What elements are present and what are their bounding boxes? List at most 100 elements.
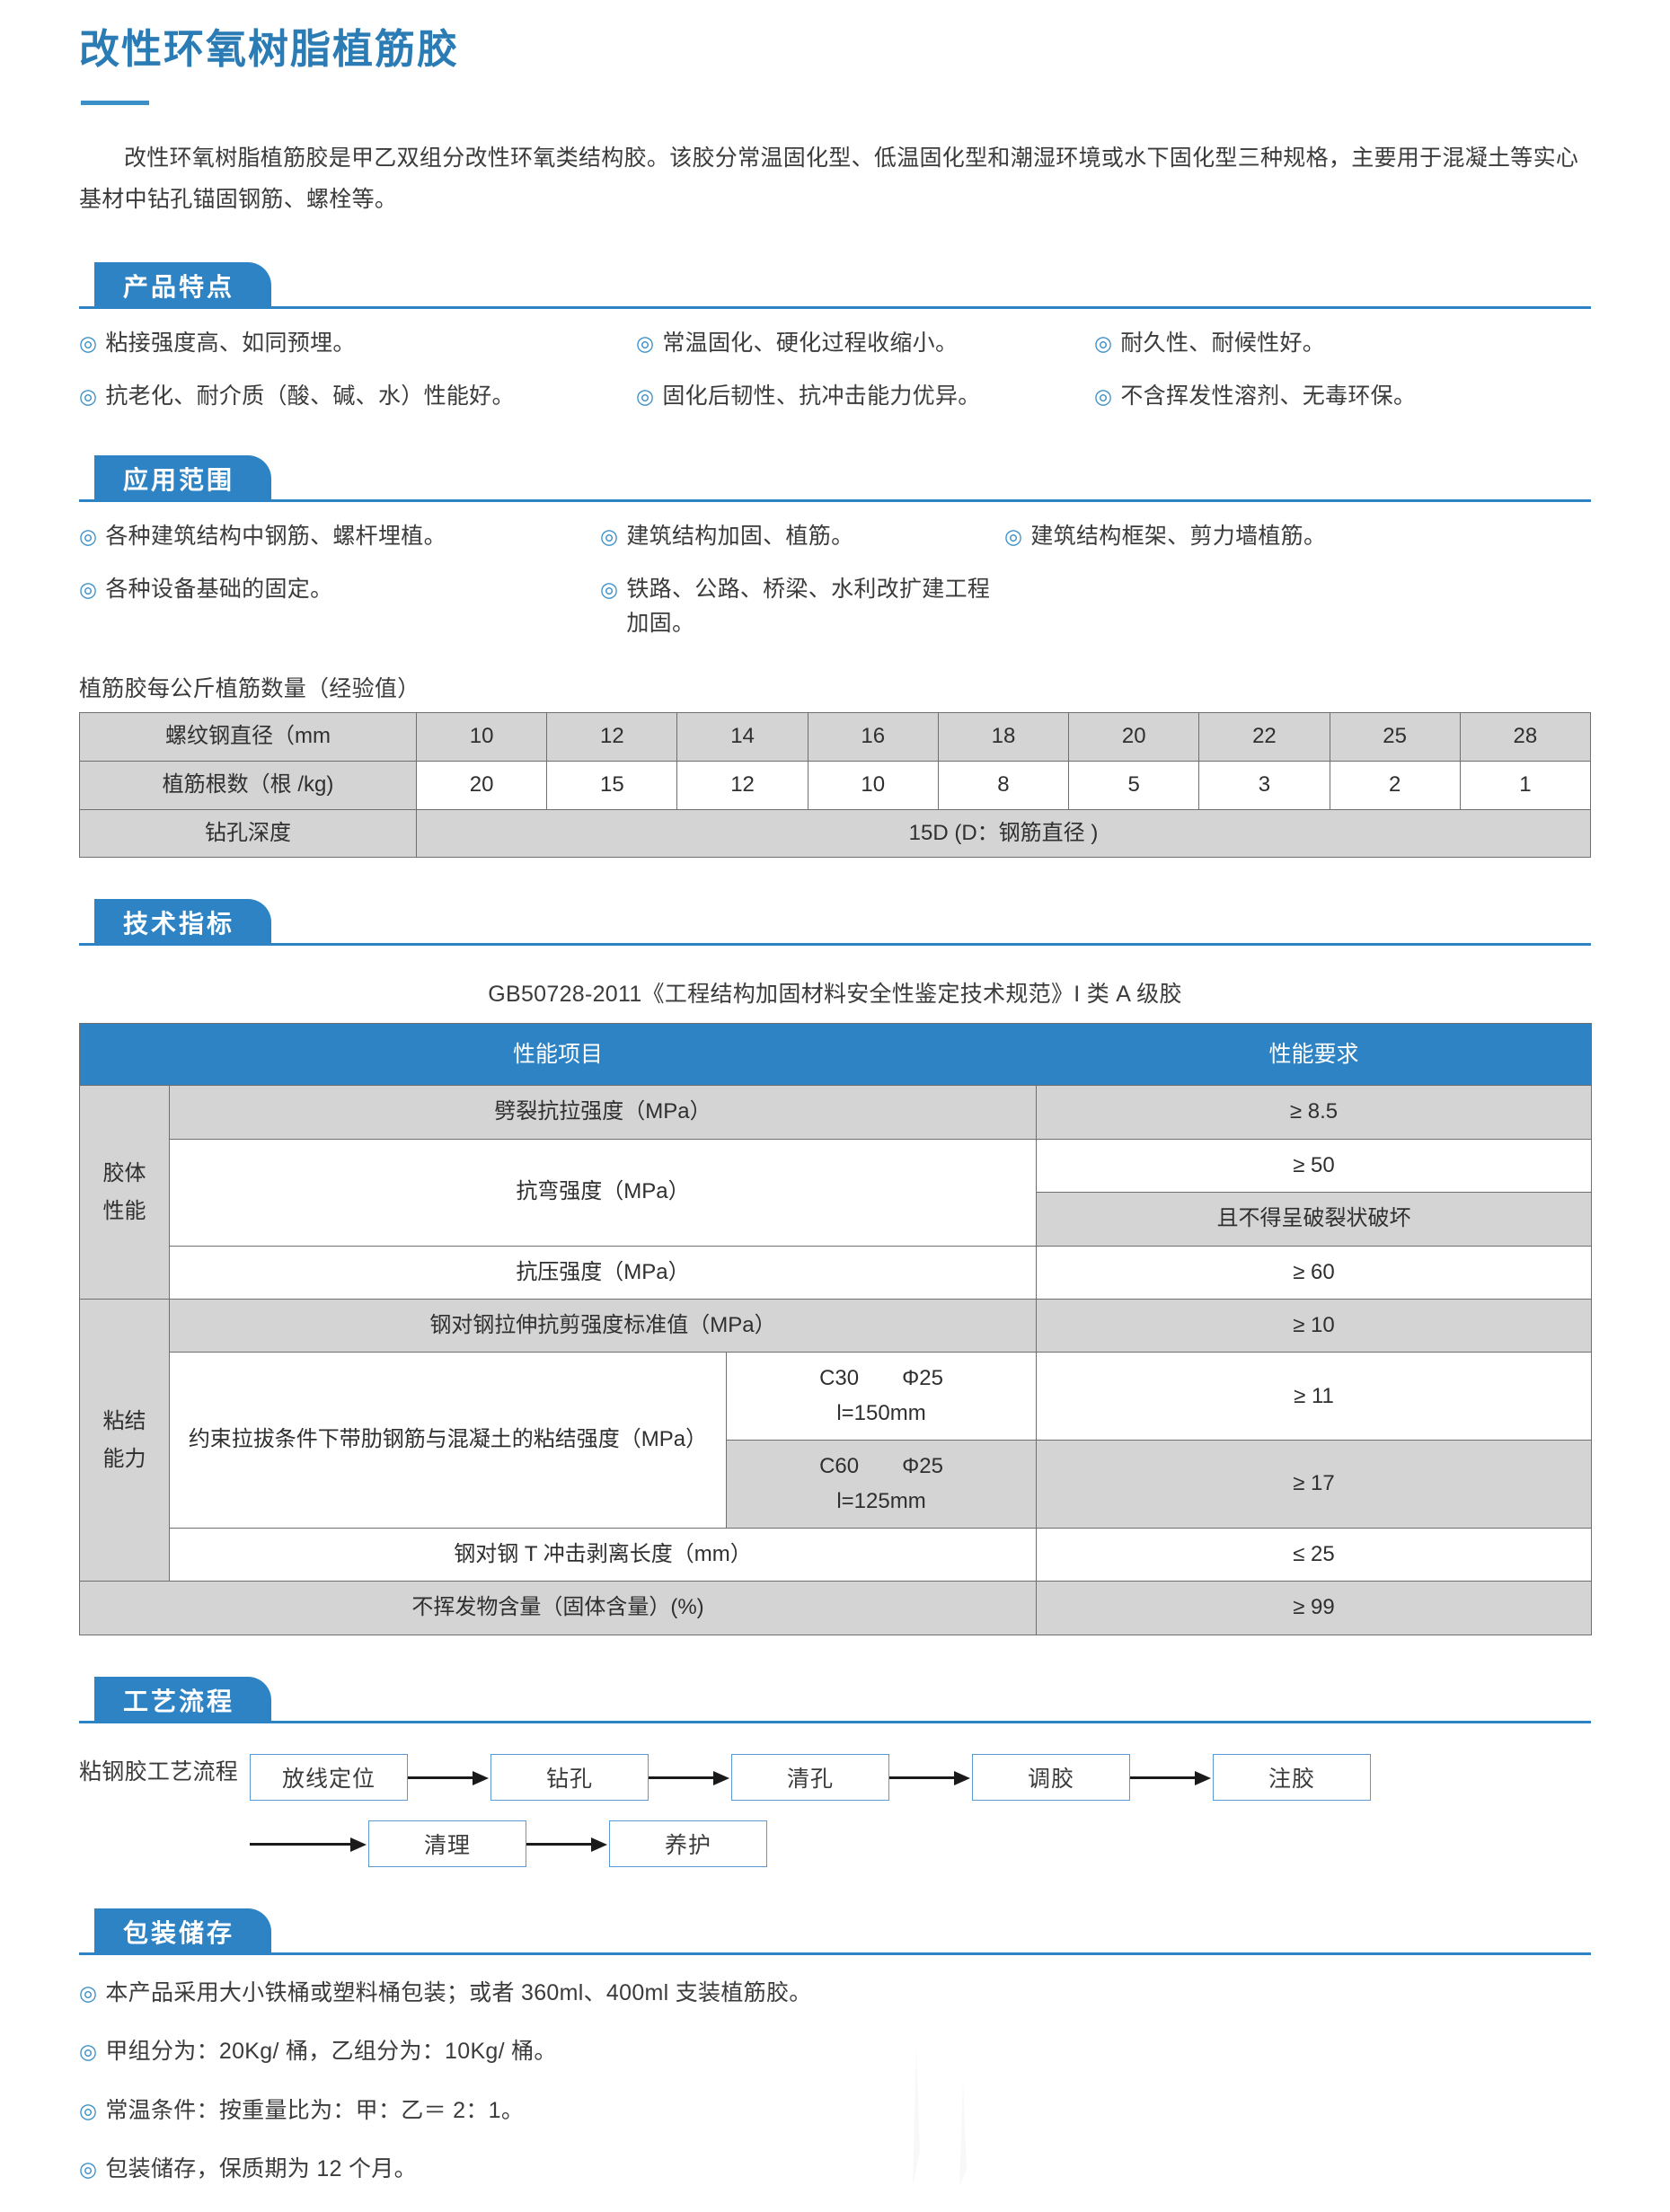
section-rule <box>79 943 1591 947</box>
table-cell: 20 <box>415 760 548 810</box>
bullet-icon: ◎ <box>79 2157 98 2181</box>
arrow-right-icon <box>250 1837 368 1852</box>
row-label: 植筋根数（根 /kg) <box>79 760 417 810</box>
spec-value: ≥ 11 <box>1036 1352 1592 1441</box>
list-item-label: 甲组分为：20Kg/ 桶，乙组分为：10Kg/ 桶。 <box>105 2039 557 2065</box>
table-cell: 28 <box>1459 712 1592 762</box>
table-cell: 15 <box>546 760 678 810</box>
section-tag-features: 产品特点 <box>94 261 271 309</box>
list-item: ◎ 耐久性、耐候性好。 <box>1094 327 1591 361</box>
section-features: 产品特点 ◎ 粘接强度高、如同预埋。 ◎ 常温固化、硬化过程收缩小。 ◎ 耐久性、耐候… <box>79 261 1591 414</box>
spec-condition-line1: C30 Φ25 <box>819 1366 943 1391</box>
list-item: ◎ 常温固化、硬化过程收缩小。 <box>636 327 1094 361</box>
list-item-label: 粘接强度高、如同预埋。 <box>105 330 356 356</box>
bullet-icon: ◎ <box>600 577 619 601</box>
row-label: 螺纹钢直径（mm <box>79 712 417 762</box>
table-header-row: 性能项目 性能要求 <box>79 1023 1592 1087</box>
list-item: ◎ 固化后韧性、抗冲击能力优异。 <box>636 380 1094 414</box>
list-item-label: 常温固化、硬化过程收缩小。 <box>662 330 959 356</box>
bullet-icon: ◎ <box>79 577 98 601</box>
group-label-line1: 胶体 <box>102 1160 146 1185</box>
list-item-label: 不含挥发性溶剂、无毒环保。 <box>1120 383 1417 409</box>
table-row: 钻孔深度 15D (D：钢筋直径 ) <box>79 808 1591 859</box>
table-cell: 10 <box>415 712 548 762</box>
spec-condition-line2: l=125mm <box>836 1488 926 1513</box>
spec-value: ≥ 17 <box>1036 1440 1592 1529</box>
features-list: ◎ 粘接强度高、如同预埋。 ◎ 常温固化、硬化过程收缩小。 ◎ 耐久性、耐候性好。 ◎… <box>79 327 1591 414</box>
arrow-right-icon <box>649 1770 731 1785</box>
list-item: ◎ 建筑结构框架、剪力墙植筋。 <box>1004 520 1591 554</box>
section-header-specs: 技术指标 <box>79 899 1591 947</box>
table-row: 不挥发物含量（固体含量）(%) ≥ 99 <box>79 1581 1592 1635</box>
list-item: ◎ 建筑结构加固、植筋。 <box>600 520 1004 554</box>
spec-item-label: 约束拉拔条件下带肋钢筋与混凝土的粘结强度（MPa） <box>188 1427 708 1452</box>
bullet-icon: ◎ <box>79 384 98 408</box>
list-item: ◎ 抗老化、耐介质（酸、碱、水）性能好。 <box>79 380 636 414</box>
spec-value: ≥ 99 <box>1036 1581 1592 1635</box>
flow-step-box: 注胶 <box>1213 1753 1371 1801</box>
table-cell: 12 <box>546 712 678 762</box>
table-row: 钢对钢 T 冲击剥离长度（mm） ≤ 25 <box>80 1527 1592 1582</box>
bullet-icon: ◎ <box>79 330 98 355</box>
list-item: ◎ 本产品采用大小铁桶或塑料桶包装；或者 360ml、400ml 支装植筋胶。 <box>79 1977 1591 2011</box>
group-label-bonding: 粘结 能力 <box>79 1298 170 1582</box>
spec-item: 抗压强度（MPa） <box>169 1245 1037 1300</box>
table-cell: 16 <box>807 712 939 762</box>
bullet-icon: ◎ <box>79 1980 98 2005</box>
table-cell: 25 <box>1329 712 1461 762</box>
section-rule <box>79 305 1591 309</box>
group-label-line1: 粘结 <box>102 1408 146 1433</box>
section-tag-specs: 技术指标 <box>94 899 271 947</box>
list-item-label: 建筑结构框架、剪力墙植筋。 <box>1030 523 1327 549</box>
spec-item: 不挥发物含量（固体含量）(%) <box>79 1581 1037 1635</box>
section-specs: 技术指标 GB50728-2011《工程结构加固材料安全性鉴定技术规范》I 类 … <box>79 899 1592 1635</box>
list-item-label: 抗老化、耐介质（酸、碱、水）性能好。 <box>105 383 515 409</box>
table-cell: 15D (D：钢筋直径 ) <box>416 808 1591 859</box>
table-cell: 10 <box>807 760 939 810</box>
list-item-label: 固化后韧性、抗冲击能力优异。 <box>662 383 981 409</box>
flow-step-box: 调胶 <box>972 1753 1130 1801</box>
section-rule <box>79 1952 1591 1955</box>
table-cell: 8 <box>937 760 1070 810</box>
application-list: ◎ 各种建筑结构中钢筋、螺杆埋植。 ◎ 建筑结构加固、植筋。 ◎ 建筑结构框架、剪力墙… <box>79 520 1591 641</box>
spec-value: ≥ 60 <box>1036 1245 1592 1300</box>
list-item-label: 铁路、公路、桥梁、水利改扩建工程加固。 <box>626 577 991 636</box>
column-header-item: 性能项目 <box>79 1023 1037 1087</box>
section-header-features: 产品特点 <box>79 261 1591 309</box>
table-row: 约束拉拔条件下带肋钢筋与混凝土的粘结强度（MPa） C30 Φ25 l=150m… <box>80 1352 1592 1529</box>
spec-item: 钢对钢 T 冲击剥离长度（mm） <box>169 1527 1037 1582</box>
list-item-label: 包装储存，保质期为 12 个月。 <box>105 2156 417 2182</box>
spec-condition-line1: C60 Φ25 <box>819 1454 943 1479</box>
spec-value: ≤ 25 <box>1036 1527 1592 1582</box>
table-cell: 1 <box>1459 760 1592 810</box>
title-underline <box>81 101 149 105</box>
list-item-label: 常温条件：按重量比为：甲：乙＝ 2：1。 <box>105 2097 525 2123</box>
bullet-icon: ◎ <box>79 2098 98 2122</box>
list-item: ◎ 不含挥发性溶剂、无毒环保。 <box>1094 380 1591 414</box>
spec-item: 约束拉拔条件下带肋钢筋与混凝土的粘结强度（MPa） <box>169 1352 727 1529</box>
list-item-empty <box>1004 573 1591 640</box>
section-tag-packaging: 包装储存 <box>94 1908 271 1955</box>
section-header-packaging: 包装储存 <box>79 1908 1591 1955</box>
arrow-right-icon <box>889 1770 972 1785</box>
section-tag-application: 应用范围 <box>94 454 271 502</box>
spec-item: 劈裂抗拉强度（MPa） <box>169 1085 1037 1140</box>
technical-spec-table: 性能项目 性能要求 胶体 性能 劈裂抗拉强度（MPa） ≥ 8.5 抗弯强度（M… <box>79 1023 1592 1635</box>
table-row: 螺纹钢直径（mm 10 12 14 16 18 20 22 25 28 <box>79 712 1592 762</box>
bullet-icon: ◎ <box>1094 384 1113 408</box>
table-row: 抗压强度（MPa） ≥ 60 <box>80 1245 1592 1300</box>
standard-caption: GB50728-2011《工程结构加固材料安全性鉴定技术规范》I 类 A 级胶 <box>488 982 1182 1008</box>
section-header-process: 工艺流程 <box>79 1676 1591 1723</box>
list-item-label: 各种设备基础的固定。 <box>105 577 333 602</box>
group-label-line2: 性能 <box>102 1198 146 1223</box>
flow-step-box: 清孔 <box>731 1753 889 1801</box>
table-row: 粘结 能力 钢对钢拉伸抗剪强度标准值（MPa） ≥ 10 <box>79 1298 1592 1582</box>
bullet-icon: ◎ <box>1094 330 1113 355</box>
group-label-colloid: 胶体 性能 <box>79 1085 170 1300</box>
table-row: C60 Φ25 l=125mm ≥ 17 <box>80 1440 1592 1529</box>
bullet-icon: ◎ <box>636 330 655 355</box>
intro-paragraph: 改性环氧树脂植筋胶是甲乙双组分改性环氧类结构胶。该胶分常温固化型、低温固化型和潮… <box>79 145 1579 213</box>
spec-value: ≥ 50 <box>1036 1138 1592 1194</box>
list-item-label: 耐久性、耐候性好。 <box>1120 330 1326 356</box>
